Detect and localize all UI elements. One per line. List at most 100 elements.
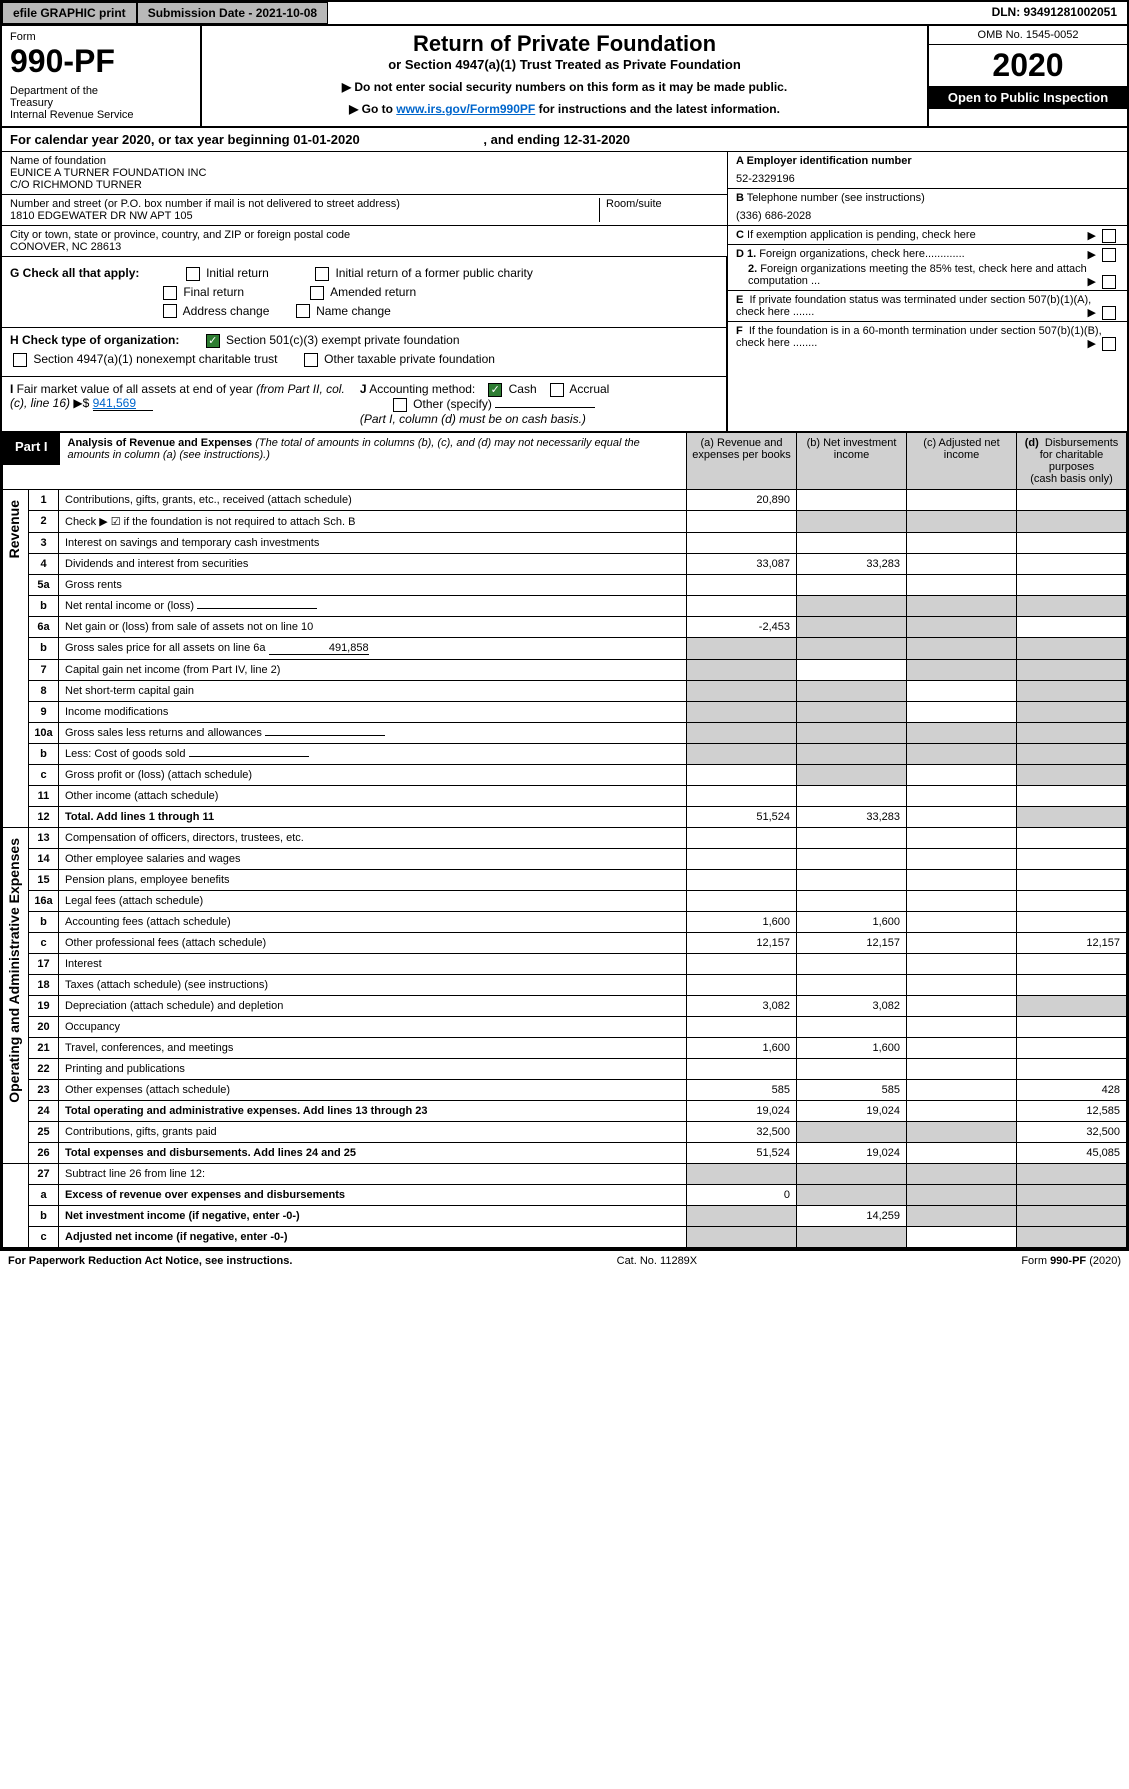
address-change-checkbox[interactable] <box>163 304 177 318</box>
line-num: 18 <box>29 974 59 995</box>
line-desc: Compensation of officers, directors, tru… <box>59 827 687 848</box>
amt-cell <box>797 1016 907 1037</box>
amt-cell <box>907 722 1017 743</box>
line-desc: Accounting fees (attach schedule) <box>59 911 687 932</box>
line-desc: Total operating and administrative expen… <box>59 1100 687 1121</box>
line-num: 19 <box>29 995 59 1016</box>
line-desc: Gross sales price for all assets on line… <box>59 637 687 659</box>
60month-checkbox[interactable] <box>1102 337 1116 351</box>
line-desc: Pension plans, employee benefits <box>59 869 687 890</box>
other-taxable-checkbox[interactable] <box>304 353 318 367</box>
line-num: 7 <box>29 659 59 680</box>
col-b-header: (b) Net investment income <box>797 432 907 489</box>
amt-cell <box>797 785 907 806</box>
line-desc: Travel, conferences, and meetings <box>59 1037 687 1058</box>
amended-checkbox[interactable] <box>310 286 324 300</box>
line-desc: Contributions, gifts, grants paid <box>59 1121 687 1142</box>
amt-cell <box>687 869 797 890</box>
col-d-header: (d) Disbursements for charitable purpose… <box>1017 432 1127 489</box>
addr-row: Number and street (or P.O. box number if… <box>2 195 727 226</box>
initial-return-checkbox[interactable] <box>186 267 200 281</box>
header-center: Return of Private Foundation or Section … <box>202 26 927 126</box>
amt-cell: 0 <box>687 1184 797 1205</box>
line-num: b <box>29 911 59 932</box>
amt-cell <box>687 848 797 869</box>
4947-checkbox[interactable] <box>13 353 27 367</box>
section-label: Revenue <box>3 489 29 827</box>
line-desc: Income modifications <box>59 701 687 722</box>
foreign85-checkbox[interactable] <box>1102 275 1116 289</box>
footer-cat: Cat. No. 11289X <box>617 1255 698 1267</box>
form-subtitle: or Section 4947(a)(1) Trust Treated as P… <box>207 57 922 72</box>
foreign-checkbox[interactable] <box>1102 248 1116 262</box>
initial-former-checkbox[interactable] <box>315 267 329 281</box>
line-num: b <box>29 743 59 764</box>
amt-cell <box>1017 911 1127 932</box>
line-num: 9 <box>29 701 59 722</box>
amt-cell <box>1017 722 1127 743</box>
cash-checkbox[interactable] <box>488 383 502 397</box>
tax-year: 2020 <box>929 45 1127 86</box>
amt-cell <box>687 595 797 616</box>
line-num: 6a <box>29 616 59 637</box>
other-method-checkbox[interactable] <box>393 398 407 412</box>
amt-cell <box>797 489 907 510</box>
line-num: b <box>29 595 59 616</box>
header-right: OMB No. 1545-0052 2020 Open to Public In… <box>927 26 1127 126</box>
note-link: ▶ Go to www.irs.gov/Form990PF for instru… <box>207 102 922 116</box>
amt-cell <box>687 637 797 659</box>
line-desc: Net short-term capital gain <box>59 680 687 701</box>
part1-table: Part I Analysis of Revenue and Expenses … <box>2 432 1127 1248</box>
amt-cell <box>687 574 797 595</box>
amt-cell <box>797 764 907 785</box>
final-return-checkbox[interactable] <box>163 286 177 300</box>
amt-cell: 33,087 <box>687 553 797 574</box>
accrual-checkbox[interactable] <box>550 383 564 397</box>
submission-date: Submission Date - 2021-10-08 <box>137 2 328 24</box>
amt-cell <box>907 1079 1017 1100</box>
line-num: 3 <box>29 532 59 553</box>
amt-cell <box>907 637 1017 659</box>
amt-cell <box>797 659 907 680</box>
amt-cell: 1,600 <box>687 911 797 932</box>
line-num: 17 <box>29 953 59 974</box>
amt-cell <box>907 974 1017 995</box>
line-desc: Other income (attach schedule) <box>59 785 687 806</box>
amt-cell <box>797 1226 907 1247</box>
line-desc: Occupancy <box>59 1016 687 1037</box>
line-num: 5a <box>29 574 59 595</box>
name-change-checkbox[interactable] <box>296 304 310 318</box>
line-desc: Excess of revenue over expenses and disb… <box>59 1184 687 1205</box>
line-num: 27 <box>29 1163 59 1184</box>
amt-cell <box>1017 1016 1127 1037</box>
line-num: 14 <box>29 848 59 869</box>
fmv-value[interactable]: 941,569 <box>93 396 153 411</box>
exemption-checkbox[interactable] <box>1102 229 1116 243</box>
section-c: C If exemption application is pending, c… <box>728 226 1127 245</box>
amt-cell: 1,600 <box>797 1037 907 1058</box>
amt-cell <box>1017 489 1127 510</box>
irs-link[interactable]: www.irs.gov/Form990PF <box>396 102 535 116</box>
amt-cell <box>907 532 1017 553</box>
amt-cell <box>907 701 1017 722</box>
501c3-checkbox[interactable] <box>206 334 220 348</box>
line-num: 22 <box>29 1058 59 1079</box>
line-desc: Net rental income or (loss) <box>59 595 687 616</box>
amt-cell <box>687 659 797 680</box>
amt-cell <box>1017 532 1127 553</box>
line-num: 12 <box>29 806 59 827</box>
amt-cell <box>687 743 797 764</box>
line-desc: Net investment income (if negative, ente… <box>59 1205 687 1226</box>
efile-button[interactable]: efile GRAPHIC print <box>2 2 137 24</box>
line-desc: Dividends and interest from securities <box>59 553 687 574</box>
form-title: Return of Private Foundation <box>207 31 922 57</box>
line-num: 20 <box>29 1016 59 1037</box>
amt-cell: 3,082 <box>687 995 797 1016</box>
terminated-checkbox[interactable] <box>1102 306 1116 320</box>
amt-cell <box>687 1205 797 1226</box>
amt-cell <box>1017 616 1127 637</box>
amt-cell: 19,024 <box>797 1142 907 1163</box>
amt-cell <box>1017 890 1127 911</box>
amt-cell <box>797 974 907 995</box>
amt-cell <box>797 1184 907 1205</box>
